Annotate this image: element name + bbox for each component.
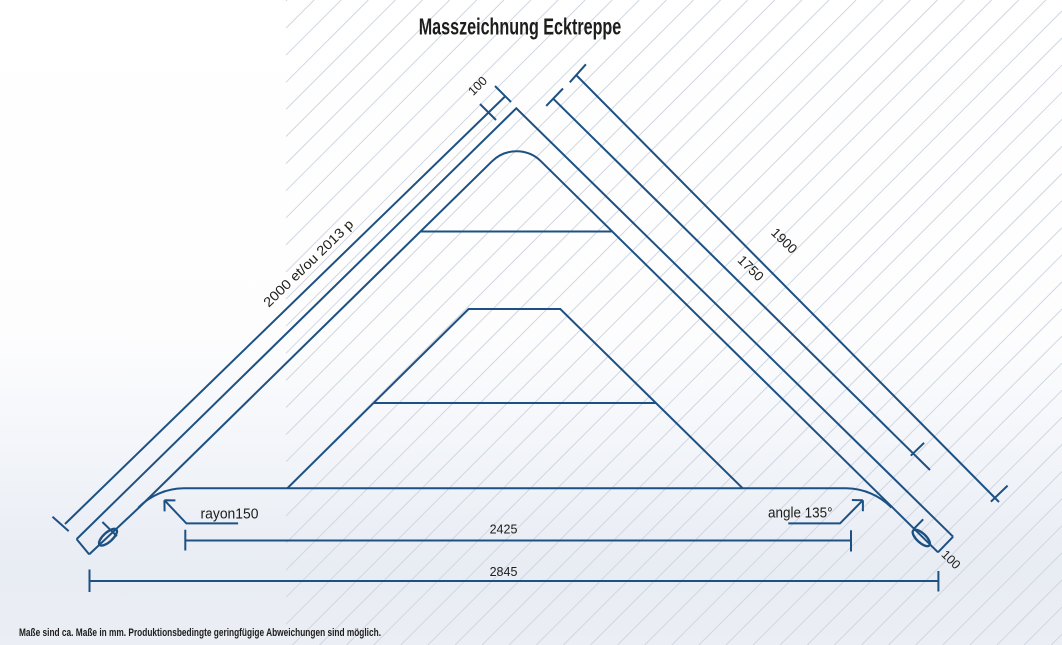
svg-text:rayon150: rayon150 (201, 507, 259, 523)
svg-text:Maße sind ca. Maße in mm. Prod: Maße sind ca. Maße in mm. Produktionsbed… (19, 627, 381, 639)
svg-text:angle 135°: angle 135° (768, 506, 833, 522)
svg-text:2000 et/ou 2013 p: 2000 et/ou 2013 p (260, 217, 356, 310)
svg-text:1900: 1900 (768, 225, 800, 257)
svg-text:100: 100 (465, 74, 490, 99)
svg-text:Masszeichnung Ecktreppe: Masszeichnung Ecktreppe (419, 14, 622, 40)
svg-text:100: 100 (938, 547, 963, 572)
svg-text:2845: 2845 (490, 565, 518, 579)
svg-text:2425: 2425 (490, 523, 518, 537)
